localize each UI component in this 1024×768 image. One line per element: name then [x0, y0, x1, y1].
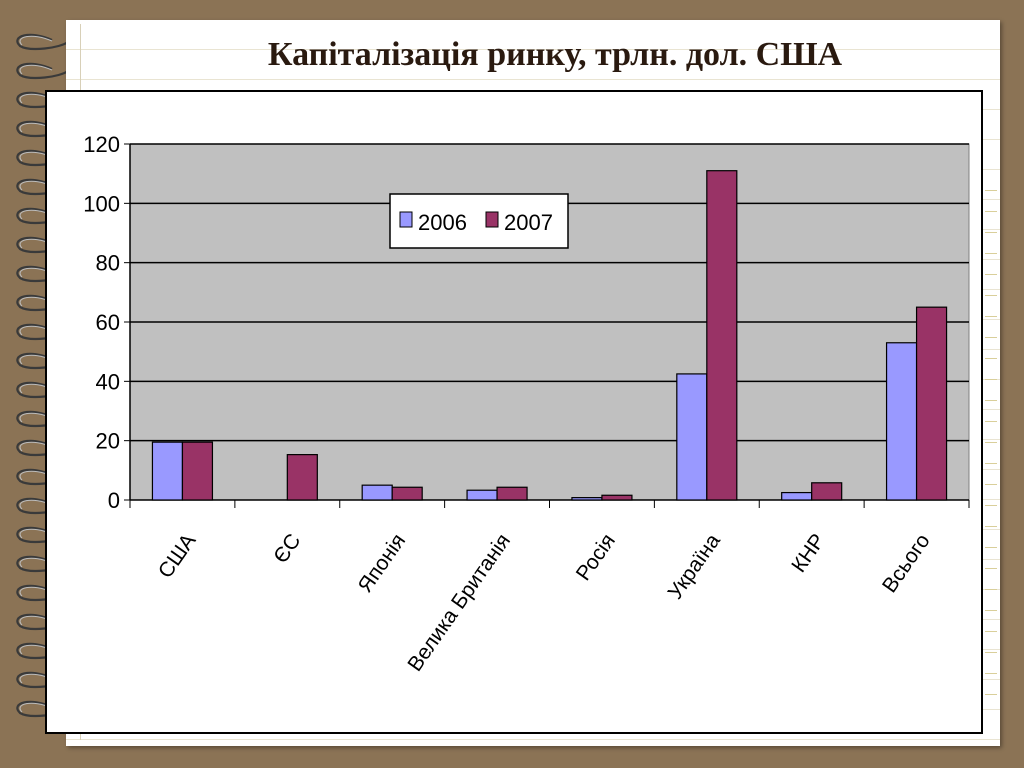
y-tick-label: 40 — [96, 369, 120, 394]
y-tick-label: 60 — [96, 310, 120, 335]
bar-2007 — [811, 482, 843, 501]
bar-2007 — [391, 486, 423, 501]
legend-swatch — [485, 211, 499, 228]
x-tick-label: Велика Британія — [403, 530, 515, 676]
bar-2007 — [496, 486, 528, 501]
bar-2006 — [571, 497, 603, 501]
legend-label: 2006 — [418, 210, 467, 235]
y-tick-label: 80 — [96, 251, 120, 276]
legend-swatch — [399, 211, 413, 228]
y-tick-label: 120 — [83, 132, 120, 157]
chart-frame: 0 20 40 60 80 100 120 США ЄС Японія Велика Британі… — [45, 90, 983, 734]
x-tick-label: Росія — [572, 530, 620, 585]
spiral-ring — [16, 33, 69, 51]
bar-2006 — [361, 484, 393, 501]
y-tick-label: 20 — [96, 429, 120, 454]
bar-2006 — [885, 342, 918, 501]
bar-2007 — [706, 170, 738, 501]
spiral-ring — [16, 62, 69, 80]
x-tick-label: КНР — [787, 530, 830, 577]
slide-title: Капіталізація ринку, трлн. дол. США — [267, 36, 843, 73]
bar-2006 — [466, 489, 498, 501]
bar-2006 — [781, 491, 813, 501]
legend-box — [389, 193, 569, 249]
x-tick-label: ЄС — [269, 530, 305, 568]
page-rule-marks — [985, 170, 997, 715]
y-tick-label: 0 — [108, 488, 120, 513]
x-tick-label: Всього — [878, 530, 935, 597]
x-tick-label: Україна — [664, 529, 725, 603]
bar-2007 — [286, 454, 318, 501]
x-tick-label: США — [154, 530, 201, 583]
legend-label: 2007 — [504, 210, 553, 235]
bar-2006 — [151, 441, 184, 501]
y-tick-label: 100 — [83, 191, 120, 216]
bar-2007 — [181, 441, 214, 501]
bar-2007 — [915, 306, 948, 501]
bar-2007 — [601, 494, 633, 501]
bar-2006 — [676, 373, 708, 501]
x-tick-label: Японія — [354, 530, 411, 597]
